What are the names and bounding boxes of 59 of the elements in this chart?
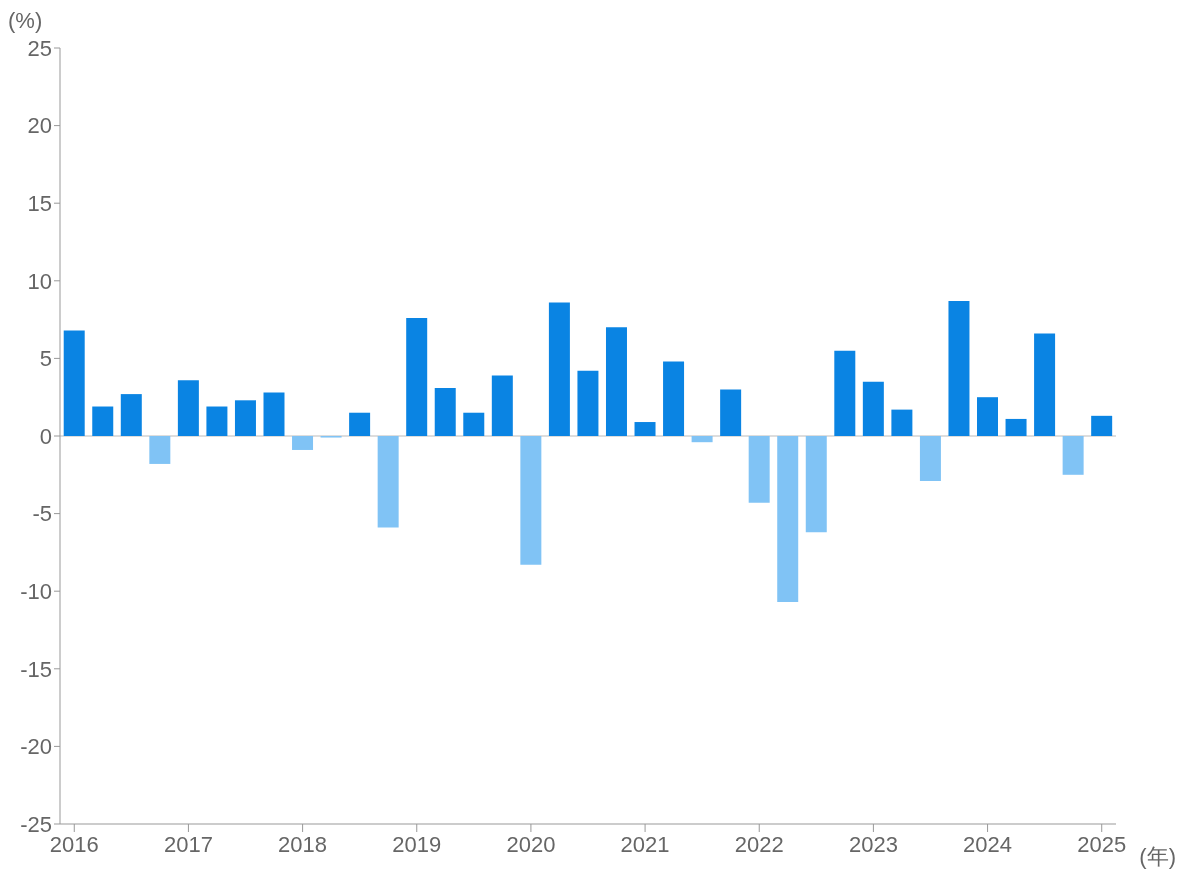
y-tick-label: 5 bbox=[39, 346, 52, 372]
x-tick-label: 2022 bbox=[734, 832, 784, 857]
bar bbox=[691, 436, 713, 443]
bar bbox=[748, 436, 770, 503]
bar bbox=[891, 409, 913, 436]
bar bbox=[463, 412, 485, 436]
y-tick-label: -10 bbox=[20, 579, 52, 605]
bar bbox=[862, 381, 884, 436]
bar bbox=[977, 397, 999, 436]
bar bbox=[234, 400, 256, 436]
bar bbox=[349, 412, 371, 436]
x-tick-label: 2020 bbox=[506, 832, 556, 857]
bar bbox=[663, 361, 685, 436]
bar bbox=[948, 300, 970, 436]
y-tick-label: 15 bbox=[27, 191, 52, 217]
y-tick-label: -15 bbox=[20, 656, 52, 682]
bar bbox=[1034, 333, 1056, 436]
x-tick-label: 2018 bbox=[278, 832, 328, 857]
y-tick-label: -20 bbox=[20, 734, 52, 760]
y-tick-label: 0 bbox=[39, 423, 52, 449]
y-axis-title: (%) bbox=[8, 8, 43, 34]
y-tick-label: -25 bbox=[20, 811, 52, 837]
bar bbox=[120, 394, 142, 436]
bar bbox=[406, 318, 428, 436]
bar bbox=[292, 436, 314, 450]
bar bbox=[1062, 436, 1084, 475]
y-tick-label: 20 bbox=[27, 113, 52, 139]
y-tick-label: 10 bbox=[27, 268, 52, 294]
bar bbox=[434, 387, 456, 436]
x-tick-label: 2021 bbox=[620, 832, 670, 857]
x-tick-label: 2016 bbox=[49, 832, 99, 857]
bar bbox=[605, 327, 627, 436]
bar bbox=[1005, 418, 1027, 436]
bar bbox=[720, 389, 742, 436]
bar bbox=[92, 406, 114, 436]
bar bbox=[777, 436, 799, 603]
x-tick-label: 2025 bbox=[1077, 832, 1127, 857]
bar bbox=[919, 436, 941, 482]
bar bbox=[834, 350, 856, 436]
bar bbox=[634, 422, 656, 436]
bar bbox=[263, 392, 285, 436]
bar bbox=[177, 380, 199, 436]
bar bbox=[520, 436, 542, 565]
bar bbox=[63, 330, 85, 436]
x-tick-label: 2023 bbox=[848, 832, 898, 857]
bar bbox=[805, 436, 827, 533]
bar bbox=[491, 375, 513, 436]
x-tick-label: 2019 bbox=[392, 832, 442, 857]
bar bbox=[548, 302, 570, 436]
bar bbox=[577, 370, 599, 436]
y-tick-label: -5 bbox=[32, 501, 52, 527]
bar bbox=[206, 406, 228, 436]
bar bbox=[1091, 415, 1113, 436]
x-tick-label: 2024 bbox=[963, 832, 1013, 857]
bar bbox=[377, 436, 399, 528]
bar bbox=[149, 436, 171, 464]
y-tick-label: 25 bbox=[27, 35, 52, 61]
x-tick-label: 2017 bbox=[163, 832, 213, 857]
x-axis-title: (年) bbox=[1139, 843, 1176, 871]
